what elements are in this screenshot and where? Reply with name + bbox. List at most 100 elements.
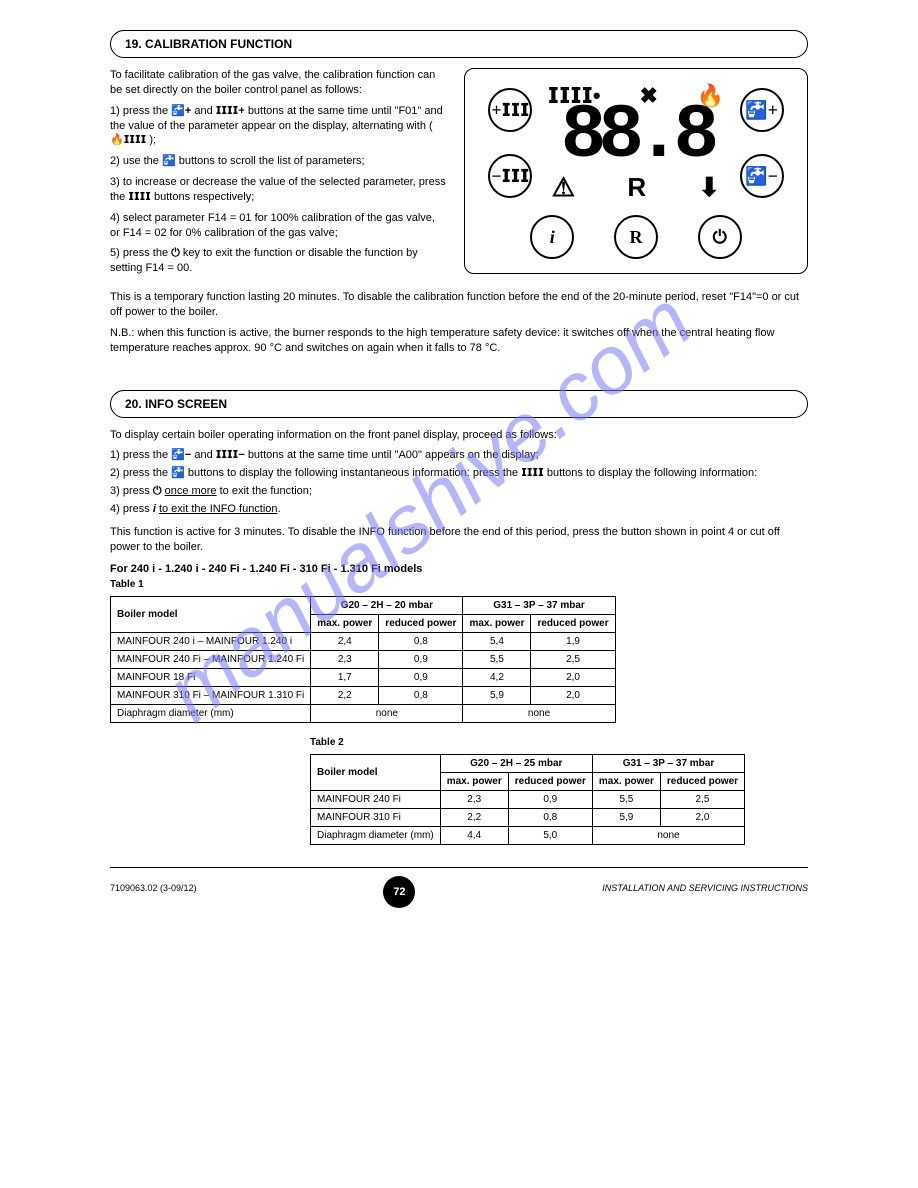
table-2-title: Table 2 [310, 737, 810, 748]
sub-red: reduced power [508, 773, 592, 791]
table-2: Boiler model G20 – 2H – 25 mbar G31 – 3P… [310, 754, 745, 845]
tap-minus-icon: 🚰− [171, 449, 191, 461]
cell: MAINFOUR 310 Fi – MAINFOUR 1.310 Fi [111, 687, 311, 705]
s20-step4: 4) press i to exit the INFO function. [110, 502, 808, 517]
table-row: MAINFOUR 18 Fi 1,7 0,9 4,2 2,0 [111, 669, 616, 687]
cell: MAINFOUR 240 i – MAINFOUR 1.240 i [111, 633, 311, 651]
cell: 4,2 [463, 669, 531, 687]
cell: 0,8 [379, 687, 463, 705]
section-20-header: 20. INFO SCREEN [110, 390, 808, 418]
radiator-plus-button[interactable]: +𝗜𝗜𝗜 [488, 88, 532, 132]
info-icon: i [153, 503, 156, 515]
cell: 2,5 [660, 791, 744, 809]
cell: MAINFOUR 240 Fi – MAINFOUR 1.240 Fi [111, 651, 311, 669]
cell: 4,4 [440, 827, 508, 845]
sub-max: max. power [463, 615, 531, 633]
cell: 2,3 [311, 651, 379, 669]
section-20-body: To display certain boiler operating info… [110, 428, 808, 578]
table-row: Diaphragm diameter (mm) none none [111, 705, 616, 723]
s20-step1: 1) press the 🚰− and 𝗜𝗜𝗜𝗜− buttons at the… [110, 448, 808, 463]
cell: none [311, 705, 463, 723]
table-row: Boiler model G20 – 2H – 20 mbar G31 – 3P… [111, 597, 616, 615]
tap-plus-button[interactable]: 🚰+ [740, 88, 784, 132]
cell: 2,4 [311, 633, 379, 651]
cell: 5,5 [592, 791, 660, 809]
s20-intro: To display certain boiler operating info… [110, 428, 808, 443]
s20-step3: 3) press ⏻ once more to exit the functio… [110, 484, 808, 499]
s19-intro: To facilitate calibration of the gas val… [110, 68, 446, 98]
text: to exit the INFO function [159, 503, 278, 515]
cell: 2,5 [531, 651, 615, 669]
text: buttons to scroll the list of parameters… [179, 155, 365, 167]
text: ); [149, 134, 156, 146]
section-19-header: 19. CALIBRATION FUNCTION [110, 30, 808, 58]
table-1-title: Table 1 [110, 579, 670, 590]
tap-plus-icon: 🚰+ [171, 105, 191, 117]
s20-step2: 2) press the 🚰 buttons to display the fo… [110, 466, 808, 481]
warning-icon: ⚠ [552, 172, 575, 203]
radiator-minus-button[interactable]: −𝗜𝗜𝗜 [488, 154, 532, 198]
pressure-icon: ⬇ [698, 172, 720, 203]
cell: MAINFOUR 240 Fi [311, 791, 441, 809]
cell: none [592, 827, 744, 845]
s20-table-note: For 240 i - 1.240 i - 240 Fi - 1.240 Fi … [110, 562, 808, 577]
s19-step1: 1) press the 🚰+ and 𝗜𝗜𝗜𝗜+ buttons at the… [110, 104, 446, 149]
s19-step5: 5) press the ⏻ key to exit the function … [110, 246, 446, 276]
text: once more [165, 485, 217, 497]
text: 1) press the [110, 105, 168, 117]
lcd-screen: 𝗜𝗜𝗜𝗜• ✖ 🔥 88.8 ⚠ R ⬇ [542, 83, 730, 203]
cell: 0,8 [379, 633, 463, 651]
power-icon: ⏻ [171, 247, 180, 259]
text: and [194, 449, 212, 461]
col-g31: G31 – 3P – 37 mbar [592, 755, 744, 773]
col-model: Boiler model [111, 597, 311, 633]
cell: 2,0 [531, 669, 615, 687]
text: buttons at the same time until "A00" app… [248, 449, 539, 461]
radiator-minus-icon: 𝗜𝗜𝗜𝗜− [216, 449, 245, 461]
page-number: 72 [383, 876, 415, 908]
lcd-digits: 88.8 [542, 104, 730, 169]
text: buttons to display the following informa… [547, 467, 757, 479]
text: 5) press the [110, 247, 168, 259]
col-g20: G20 – 2H – 20 mbar [311, 597, 463, 615]
section-20: 20. INFO SCREEN To display certain boile… [110, 390, 808, 846]
text: to exit the function; [217, 485, 312, 497]
text: press the [473, 467, 518, 479]
boiler-display-panel: +𝗜𝗜𝗜 𝗜𝗜𝗜𝗜• ✖ 🔥 88.8 ⚠ R ⬇ 🚰+ −𝗜𝗜𝗜 🚰− [464, 68, 808, 274]
tap-icon: 🚰 [171, 467, 185, 479]
table-2-wrapper: Table 2 Boiler model G20 – 2H – 25 mbar … [310, 737, 810, 845]
cell: 5,4 [463, 633, 531, 651]
cell: 0,8 [508, 809, 592, 827]
cell: 1,7 [311, 669, 379, 687]
text: 3) press [110, 485, 150, 497]
reset-button[interactable]: R [614, 215, 658, 259]
power-icon: ⏻ [153, 485, 162, 497]
cell: 2,0 [531, 687, 615, 705]
table-row: Boiler model G20 – 2H – 25 mbar G31 – 3P… [311, 755, 745, 773]
sub-red: reduced power [660, 773, 744, 791]
cell: 2,2 [311, 687, 379, 705]
table-1: Boiler model G20 – 2H – 20 mbar G31 – 3P… [110, 596, 616, 723]
sub-max: max. power [592, 773, 660, 791]
cell: 1,9 [531, 633, 615, 651]
s19-continued: This is a temporary function lasting 20 … [110, 290, 808, 355]
tap-icon: 🚰 [162, 155, 176, 167]
section-19-text: To facilitate calibration of the gas val… [110, 68, 446, 282]
cell: 0,9 [379, 669, 463, 687]
table-1-wrapper: Table 1 Boiler model G20 – 2H – 20 mbar … [110, 579, 670, 723]
section-19-body: To facilitate calibration of the gas val… [110, 68, 808, 282]
power-button[interactable]: ⏻ [698, 215, 742, 259]
cell: MAINFOUR 18 Fi [111, 669, 311, 687]
tap-minus-button[interactable]: 🚰− [740, 154, 784, 198]
cell: 5,9 [463, 687, 531, 705]
display-panel-wrapper: +𝗜𝗜𝗜 𝗜𝗜𝗜𝗜• ✖ 🔥 88.8 ⚠ R ⬇ 🚰+ −𝗜𝗜𝗜 🚰− [464, 68, 808, 274]
text: 1) press the [110, 449, 168, 461]
text: buttons to display the following instant… [188, 467, 470, 479]
col-model: Boiler model [311, 755, 441, 791]
table-row: MAINFOUR 240 i – MAINFOUR 1.240 i 2,4 0,… [111, 633, 616, 651]
cell: 0,9 [508, 791, 592, 809]
info-button[interactable]: i [530, 215, 574, 259]
cell: none [463, 705, 615, 723]
text: 2) press the [110, 467, 168, 479]
sub-red: reduced power [379, 615, 463, 633]
